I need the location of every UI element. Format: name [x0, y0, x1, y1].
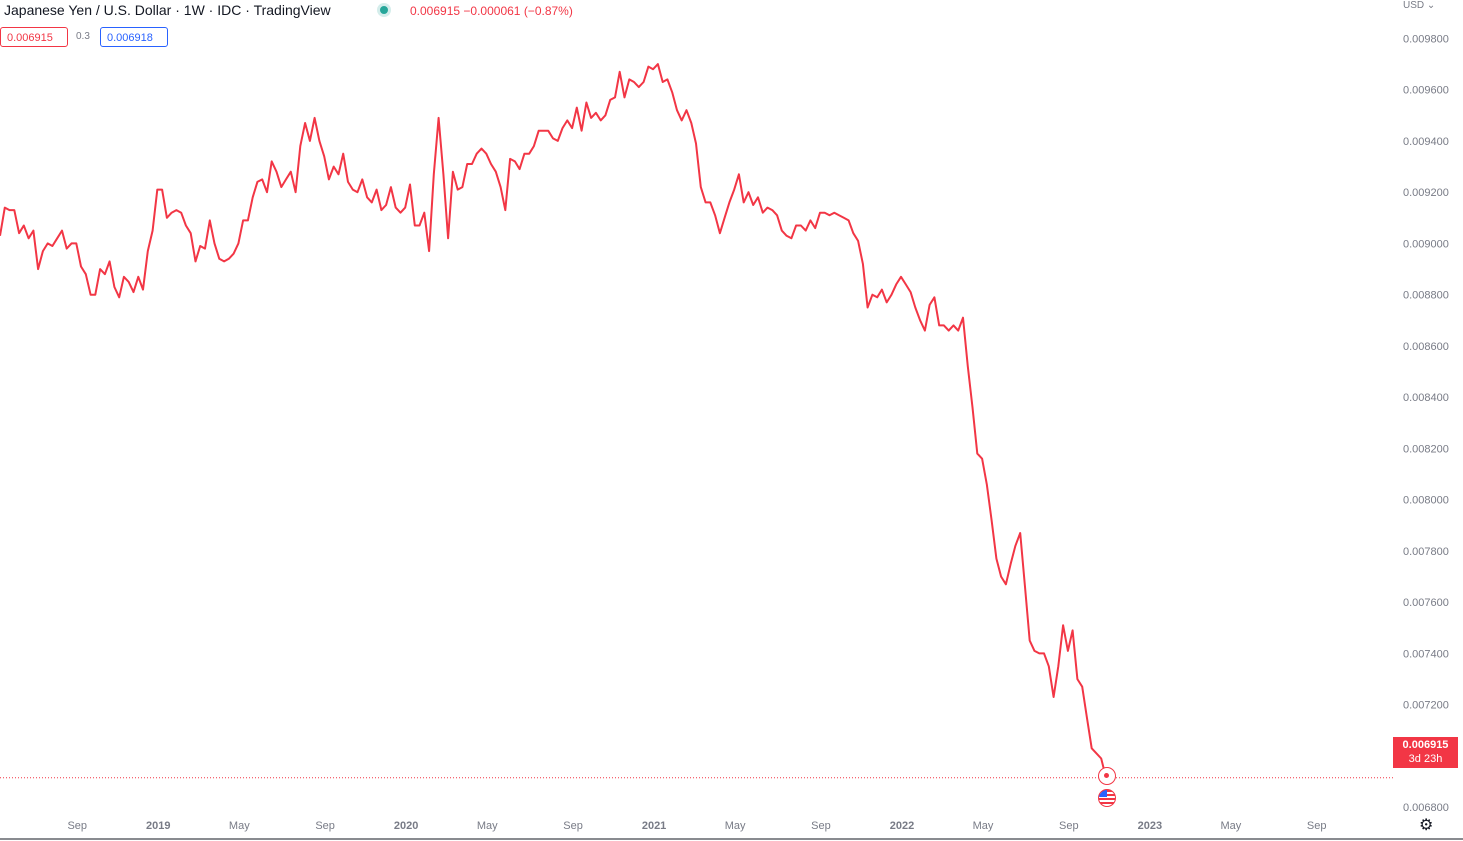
time-tick-label: May — [973, 820, 994, 832]
last-price-tag: 0.006915 3d 23h — [1393, 737, 1458, 768]
japan-event-icon[interactable] — [1098, 767, 1116, 785]
interval-label[interactable]: 1W — [183, 2, 205, 18]
time-tick-label: May — [725, 820, 746, 832]
legend-separator: · — [171, 2, 184, 18]
legend-values: 0.006915 −0.000061 (−0.87%) — [410, 4, 573, 18]
price-series-line — [0, 63, 1107, 778]
time-tick-label: 2019 — [146, 820, 170, 832]
time-tick-label: Sep — [811, 820, 831, 832]
price-change-value: −0.000061 — [463, 4, 521, 18]
price-change-percent: (−0.87%) — [523, 4, 573, 18]
symbol-name[interactable]: Japanese Yen / U.S. Dollar — [4, 2, 172, 18]
legend-separator: · — [204, 2, 218, 18]
time-tick-label: Sep — [1059, 820, 1079, 832]
buy-price-button[interactable]: 0.006918 — [100, 27, 168, 47]
legend-separator: · — [241, 2, 254, 18]
price-tick-label: 0.007600 — [1403, 597, 1449, 609]
time-tick-label: May — [229, 820, 250, 832]
price-tick-label: 0.008200 — [1403, 443, 1449, 455]
price-tick-label: 0.009600 — [1403, 85, 1449, 97]
price-tick-label: 0.008600 — [1403, 341, 1449, 353]
price-tick-label: 0.008400 — [1403, 392, 1449, 404]
time-tick-label: Sep — [1307, 820, 1327, 832]
us-event-icon[interactable] — [1098, 789, 1116, 807]
exchange-label: IDC — [217, 2, 242, 18]
last-price-value: 0.006915 — [410, 4, 461, 18]
currency-menu[interactable]: USD ⌄ — [1403, 0, 1436, 11]
symbol-legend[interactable]: Japanese Yen / U.S. Dollar · 1W · IDC · … — [4, 2, 331, 18]
price-tick-label: 0.007200 — [1403, 700, 1449, 712]
price-tick-label: 0.007800 — [1403, 546, 1449, 558]
time-tick-label: 2020 — [394, 820, 418, 832]
time-tick-label: 2021 — [642, 820, 666, 832]
price-tick-label: 0.009000 — [1403, 238, 1449, 250]
price-tick-label: 0.009800 — [1403, 33, 1449, 45]
price-tick-label: 0.008800 — [1403, 290, 1449, 302]
time-tick-label: Sep — [563, 820, 583, 832]
price-tick-label: 0.009200 — [1403, 187, 1449, 199]
bar-countdown: 3d 23h — [1408, 753, 1443, 765]
price-tick-label: 0.006800 — [1403, 802, 1449, 814]
time-axis[interactable]: Sep 2019 May Sep 2020 May Sep 2021 May Sep 2022 May… — [67, 820, 1326, 832]
price-tick-label: 0.008000 — [1403, 495, 1449, 507]
sell-price-button[interactable]: 0.006915 — [0, 27, 68, 47]
time-tick-label: May — [477, 820, 498, 832]
price-tag-value: 0.006915 — [1402, 739, 1449, 751]
price-axis[interactable]: 0.009800 0.009600 0.009400 0.009200 0.009000… — [1403, 33, 1449, 814]
time-tick-label: Sep — [315, 820, 335, 832]
price-tick-label: 0.009400 — [1403, 136, 1449, 148]
time-tick-label: 2023 — [1138, 820, 1162, 832]
gear-icon[interactable]: ⚙ — [1419, 817, 1434, 834]
source-label: TradingView — [253, 2, 331, 18]
spread-value: 0.3 — [76, 31, 90, 42]
market-status-icon[interactable] — [380, 6, 388, 14]
time-tick-label: Sep — [67, 820, 87, 832]
price-tick-label: 0.007400 — [1403, 648, 1449, 660]
time-tick-label: May — [1221, 820, 1242, 832]
time-tick-label: 2022 — [890, 820, 914, 832]
